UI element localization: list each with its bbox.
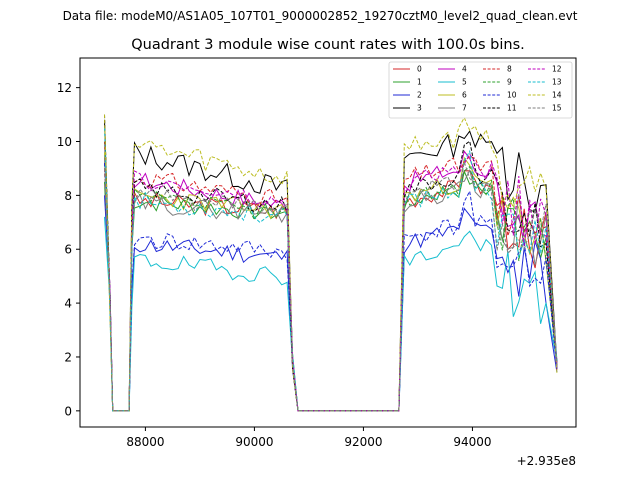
y-tick-label: 10 bbox=[57, 135, 72, 149]
y-tick-label: 6 bbox=[64, 243, 72, 257]
series-line-9 bbox=[104, 162, 558, 412]
x-tick-label: 90000 bbox=[235, 435, 273, 449]
chart-suptitle: Data file: modeM0/AS1A05_107T01_90000028… bbox=[63, 9, 578, 23]
series-line-11 bbox=[104, 114, 558, 412]
legend-label-14: 14 bbox=[552, 91, 562, 100]
y-tick-label: 12 bbox=[57, 81, 72, 95]
x-tick-label: 92000 bbox=[344, 435, 382, 449]
y-axis: 0 2 4 6 8 10 12 bbox=[57, 81, 80, 418]
series-line-12 bbox=[104, 153, 558, 412]
series-line-15 bbox=[104, 160, 558, 412]
series-line-5 bbox=[104, 216, 558, 412]
legend-label-6: 6 bbox=[462, 91, 467, 100]
legend-label-10: 10 bbox=[507, 91, 517, 100]
legend-label-11: 11 bbox=[507, 104, 517, 113]
legend-label-12: 12 bbox=[552, 65, 562, 74]
x-axis: 88000 90000 92000 94000 bbox=[126, 427, 492, 449]
legend-frame bbox=[388, 61, 573, 119]
legend-label-9: 9 bbox=[507, 78, 512, 87]
plot-frame bbox=[79, 57, 577, 428]
y-tick-label: 8 bbox=[64, 189, 72, 203]
legend-label-7: 7 bbox=[462, 104, 467, 113]
legend-label-4: 4 bbox=[462, 65, 467, 74]
y-tick-label: 0 bbox=[64, 404, 72, 418]
series-line-3 bbox=[104, 119, 558, 412]
y-tick-label: 2 bbox=[64, 350, 72, 364]
series-layer bbox=[104, 114, 558, 412]
legend-label-2: 2 bbox=[417, 91, 422, 100]
series-line-1 bbox=[104, 169, 558, 412]
legend-label-15: 15 bbox=[552, 104, 562, 113]
x-tick-label: 88000 bbox=[126, 435, 164, 449]
y-tick-label: 4 bbox=[64, 297, 72, 311]
legend-label-8: 8 bbox=[507, 65, 512, 74]
legend-label-3: 3 bbox=[417, 104, 422, 113]
series-line-14 bbox=[104, 114, 558, 412]
legend-label-13: 13 bbox=[552, 78, 562, 87]
x-tick-label: 94000 bbox=[453, 435, 491, 449]
legend-label-1: 1 bbox=[417, 78, 422, 87]
chart-title: Quadrant 3 module wise count rates with … bbox=[131, 37, 525, 53]
legend-label-5: 5 bbox=[462, 78, 467, 87]
series-line-7 bbox=[104, 157, 558, 412]
legend-label-0: 0 bbox=[417, 65, 422, 74]
plot-area bbox=[79, 57, 577, 428]
series-line-0 bbox=[104, 141, 558, 412]
x-offset-label: +2.935e8 bbox=[517, 454, 576, 468]
series-line-2 bbox=[104, 195, 558, 412]
series-line-10 bbox=[104, 162, 558, 412]
